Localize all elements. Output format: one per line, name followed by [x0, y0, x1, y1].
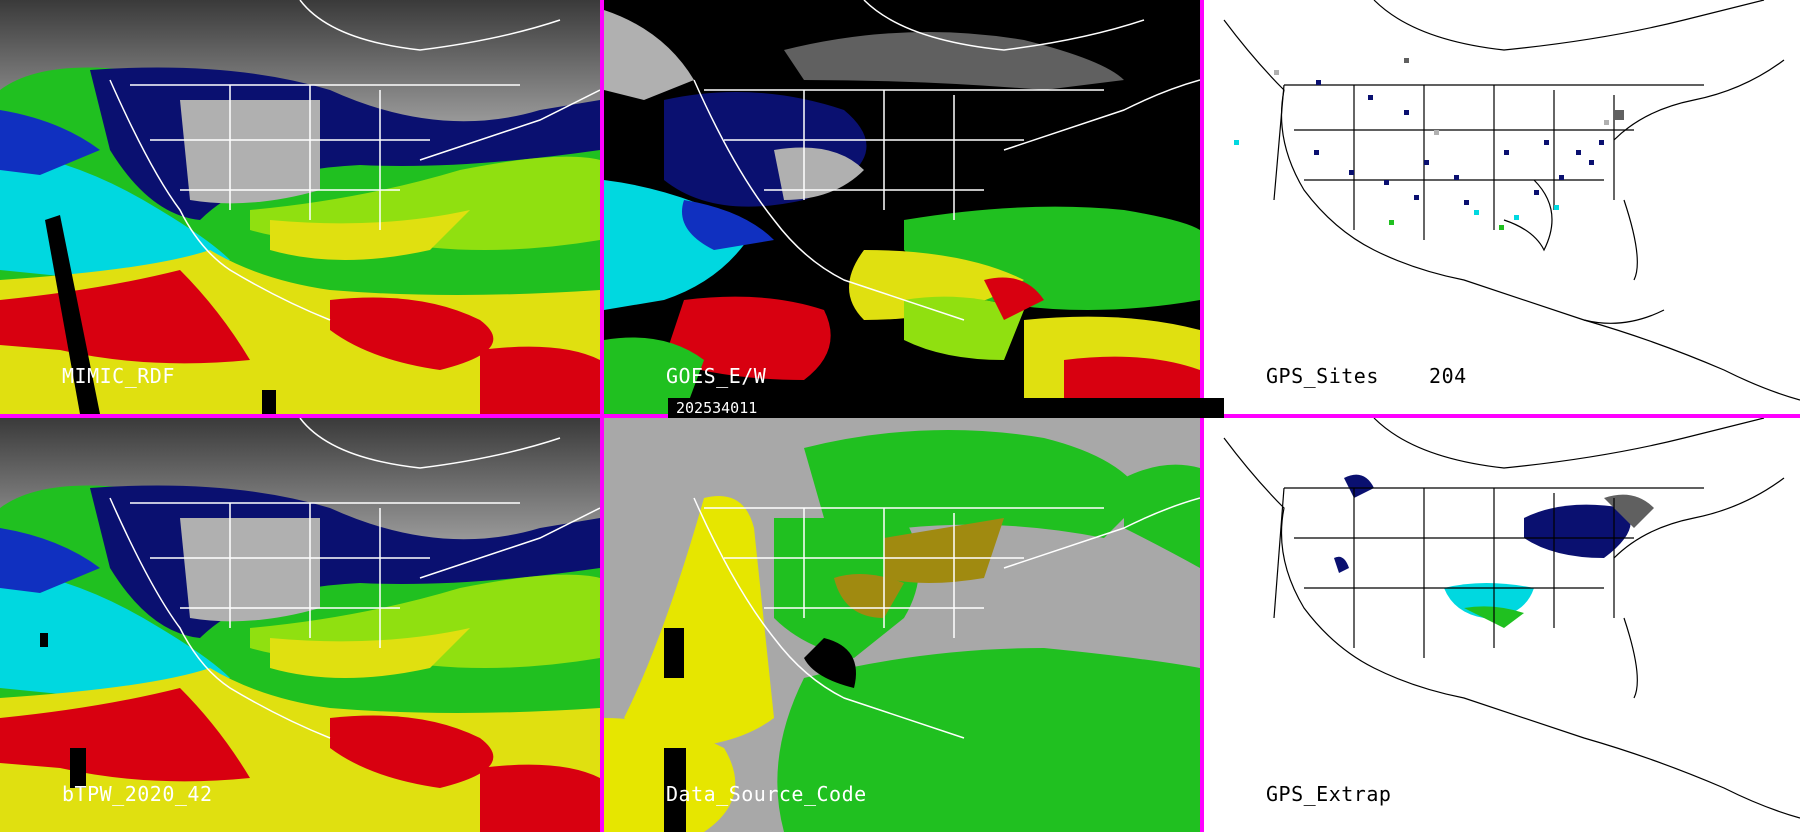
- data-source-map-image: [604, 418, 1200, 832]
- panel-gps-sites[interactable]: GPS_Sites 204: [1204, 0, 1800, 414]
- timestamp-bar: 202534011: [668, 398, 1224, 418]
- gps-extrap-map-image: [1204, 418, 1800, 832]
- panel-goes-ew[interactable]: GOES_E/W: [604, 0, 1200, 414]
- panel-label: GPS_Sites 204: [1266, 364, 1467, 388]
- panel-label: MIMIC_RDF: [62, 364, 175, 388]
- btpw-map-image: [0, 418, 600, 832]
- panel-label: bTPW_2020_42: [62, 782, 213, 806]
- gps-site-markers: [1234, 58, 1624, 230]
- panel-label: GPS_Extrap: [1266, 782, 1392, 806]
- panel-label: Data_Source_Code: [666, 782, 867, 806]
- tpw-map-image: [0, 0, 600, 414]
- goes-map-image: [604, 0, 1200, 414]
- panel-label: GOES_E/W: [666, 364, 767, 388]
- panel-gps-extrap[interactable]: GPS_Extrap: [1204, 418, 1800, 832]
- panel-data-source-code[interactable]: Data_Source_Code: [604, 418, 1200, 832]
- gps-sites-map-image: [1204, 0, 1800, 414]
- panel-btpw[interactable]: bTPW_2020_42: [0, 418, 600, 832]
- panel-mimic-rdf[interactable]: MIMIC_RDF: [0, 0, 600, 414]
